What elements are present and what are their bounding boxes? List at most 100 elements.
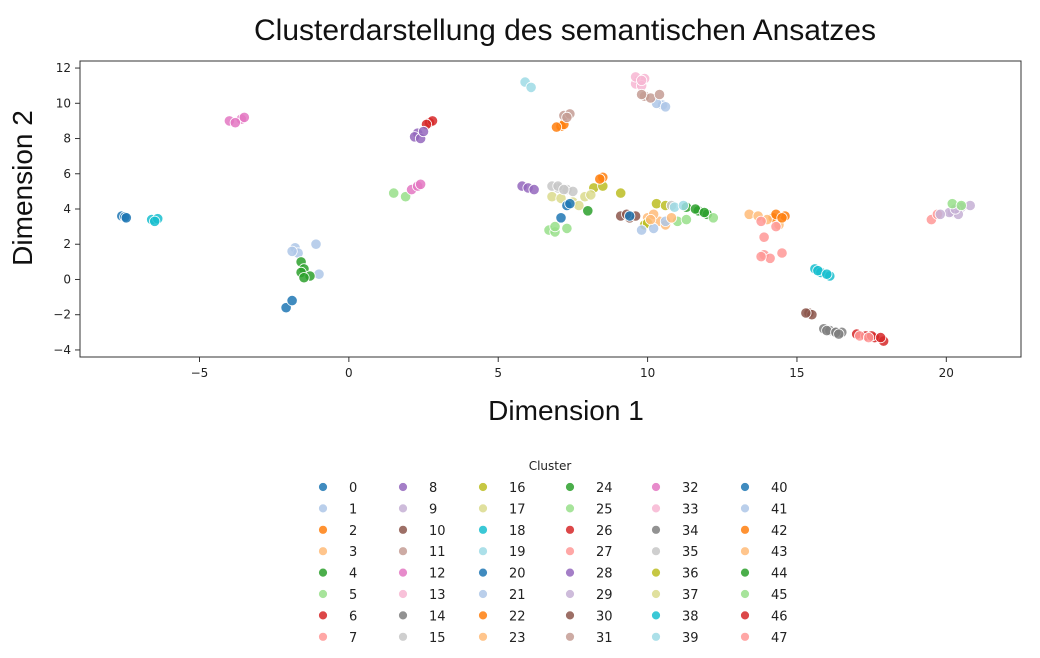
plot-points — [116, 71, 976, 347]
legend-item-3: 3 — [318, 545, 357, 560]
legend-label: 29 — [596, 588, 613, 603]
legend-item-13: 13 — [398, 588, 446, 603]
legend-item-47: 47 — [740, 631, 788, 646]
legend-label: 36 — [682, 567, 699, 582]
legend-item-28: 28 — [565, 567, 613, 582]
legend-label: 31 — [596, 631, 613, 646]
legend-label: 40 — [771, 481, 788, 496]
legend-item-19: 19 — [478, 545, 526, 560]
y-tick-label: 0 — [63, 272, 71, 286]
point-cluster-11 — [561, 111, 573, 124]
legend-marker — [318, 589, 328, 599]
legend-item-7: 7 — [318, 631, 357, 646]
point-cluster-5 — [561, 222, 573, 234]
legend-label: 26 — [596, 524, 613, 539]
point-cluster-7 — [755, 251, 767, 263]
point-cluster-40 — [564, 198, 576, 210]
point-cluster-42 — [776, 212, 788, 224]
point-cluster-30 — [800, 307, 812, 319]
point-cluster-45 — [955, 199, 967, 212]
legend-item-37: 37 — [651, 588, 699, 603]
legend-label: 4 — [349, 567, 357, 582]
legend-marker — [478, 589, 488, 599]
legend-marker — [565, 567, 575, 578]
legend-label: 3 — [349, 545, 357, 560]
point-cluster-25 — [707, 212, 719, 224]
legend-marker — [565, 524, 575, 535]
point-cluster-17 — [546, 191, 558, 203]
point-cluster-35 — [558, 184, 570, 196]
legend-item-21: 21 — [478, 588, 526, 603]
point-cluster-2 — [550, 121, 563, 133]
point-cluster-1 — [310, 238, 322, 250]
legend-label: 22 — [509, 609, 526, 624]
legend-marker — [740, 631, 750, 642]
legend-item-5: 5 — [318, 588, 357, 603]
legend-item-33: 33 — [651, 502, 699, 517]
legend-label: 25 — [596, 502, 613, 517]
legend-item-32: 32 — [651, 481, 699, 496]
legend-item-39: 39 — [651, 631, 699, 646]
point-cluster-40 — [624, 210, 636, 222]
point-cluster-25 — [549, 221, 561, 233]
point-cluster-21 — [659, 101, 672, 113]
legend-title: Cluster — [529, 459, 572, 473]
legend-label: 14 — [429, 609, 446, 624]
legend-marker — [478, 631, 488, 642]
legend-marker — [565, 589, 575, 599]
y-tick-label: 4 — [63, 202, 71, 216]
legend-label: 42 — [771, 524, 788, 539]
legend-marker — [565, 503, 575, 514]
point-cluster-12 — [229, 117, 241, 129]
plot-frame — [79, 60, 1022, 358]
legend-label: 1 — [349, 502, 357, 517]
y-tick-label: 10 — [56, 96, 71, 110]
legend-item-10: 10 — [398, 524, 446, 539]
point-cluster-5 — [399, 191, 412, 203]
legend-item-24: 24 — [565, 481, 613, 496]
legend-item-1: 1 — [318, 502, 357, 517]
legend-marker — [651, 503, 661, 514]
point-cluster-15 — [567, 185, 579, 197]
legend-label: 46 — [771, 609, 788, 624]
legend-label: 10 — [429, 524, 446, 539]
chart-title: Clusterdarstellung des semantischen Ansa… — [254, 14, 876, 47]
legend-label: 15 — [429, 631, 446, 646]
point-cluster-34 — [821, 324, 833, 337]
legend-item-18: 18 — [478, 524, 526, 539]
legend-marker — [478, 503, 488, 514]
legend-item-40: 40 — [740, 481, 788, 496]
x-axis-label: Dimension 1 — [488, 395, 644, 426]
legend-item-27: 27 — [565, 545, 613, 560]
x-tick-label: 20 — [939, 366, 954, 380]
legend-marker — [318, 610, 328, 621]
point-cluster-16 — [650, 198, 663, 210]
point-cluster-24 — [582, 205, 594, 217]
y-tick-label: 6 — [63, 167, 71, 181]
y-tick-label: 12 — [56, 61, 71, 75]
legend-marker — [651, 589, 661, 599]
legend-marker — [398, 524, 408, 535]
legend-label: 13 — [429, 588, 446, 603]
legend-item-16: 16 — [478, 481, 526, 496]
point-cluster-0 — [120, 212, 132, 224]
legend-marker — [740, 546, 750, 557]
y-axis-label: Dimension 2 — [7, 110, 38, 266]
legend-marker — [740, 589, 750, 599]
legend-label: 43 — [771, 545, 788, 560]
legend-marker — [478, 610, 488, 621]
legend-item-12: 12 — [398, 567, 446, 582]
legend-label: 5 — [349, 588, 357, 603]
legend-label: 12 — [429, 567, 446, 582]
legend-marker — [398, 503, 408, 514]
legend-item-30: 30 — [565, 609, 613, 624]
x-tick-label: 0 — [345, 366, 353, 380]
legend-marker — [398, 567, 408, 578]
legend-label: 35 — [682, 545, 699, 560]
point-cluster-31 — [635, 88, 648, 101]
legend-marker — [651, 524, 661, 535]
legend-marker — [740, 482, 750, 492]
legend-label: 32 — [682, 481, 699, 496]
legend-label: 0 — [349, 481, 357, 496]
legend-marker — [651, 546, 661, 557]
